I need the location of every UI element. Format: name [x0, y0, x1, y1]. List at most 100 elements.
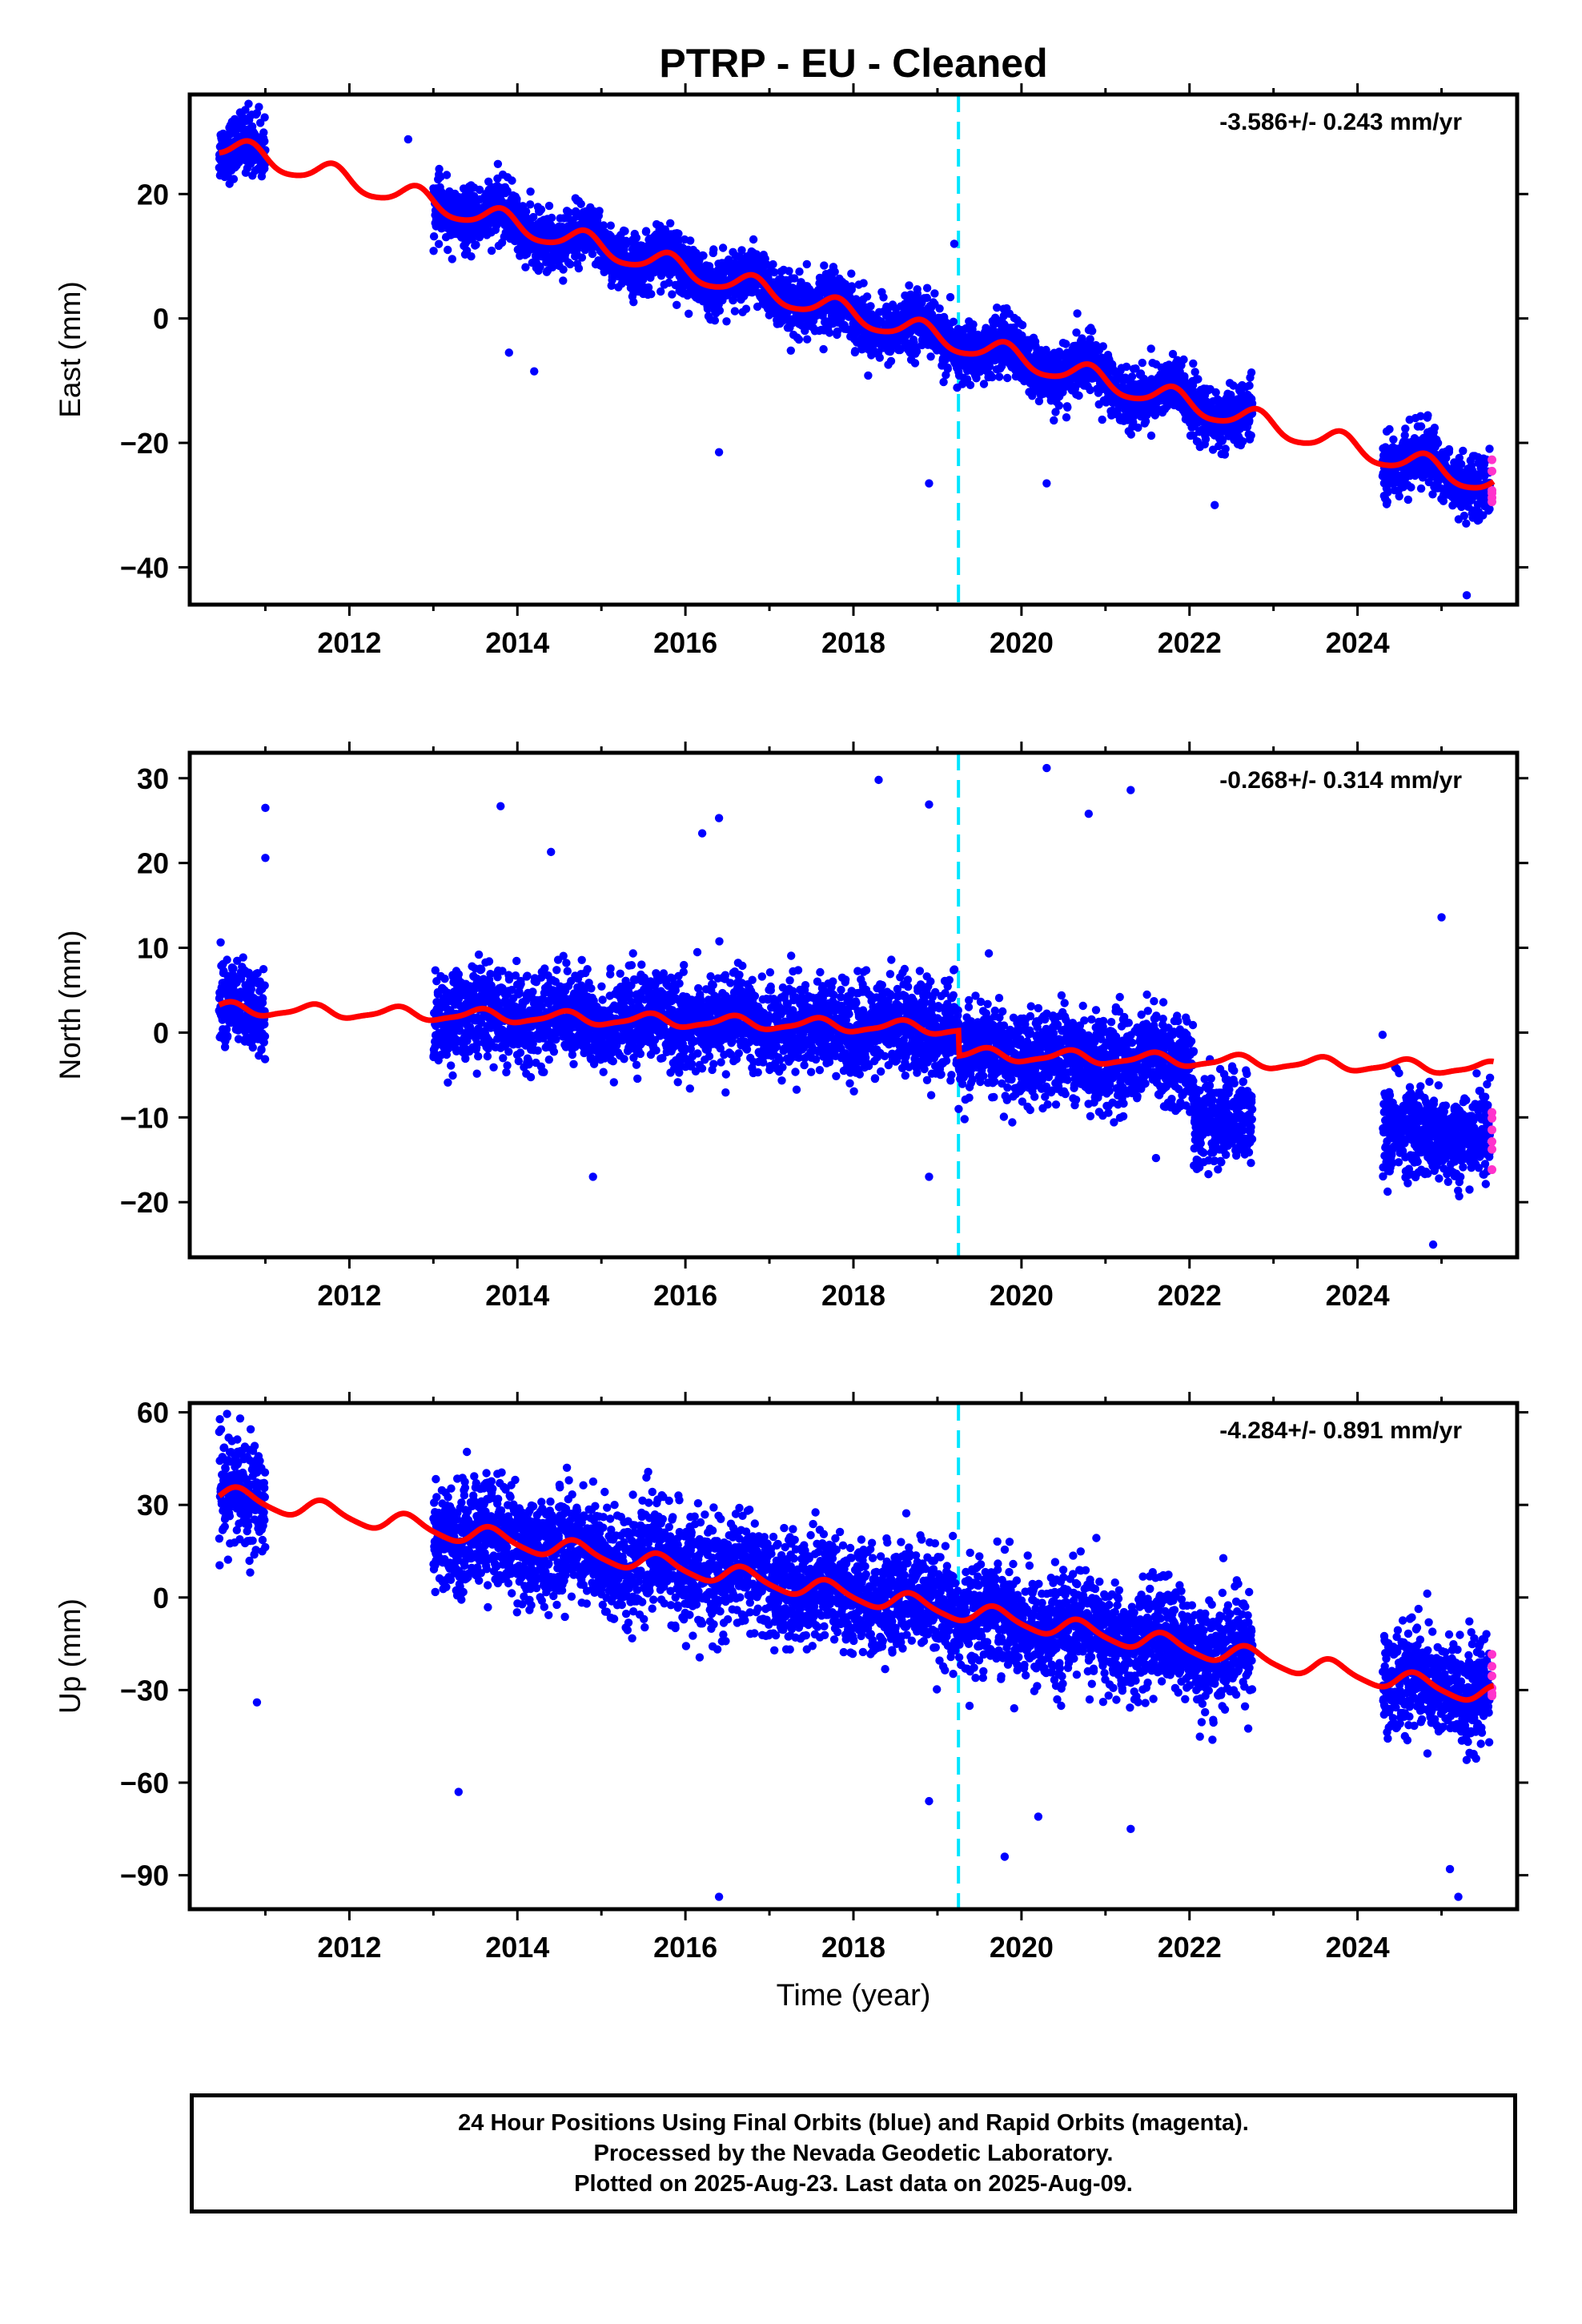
final-orbit-point: [463, 246, 472, 255]
final-orbit-point: [434, 239, 444, 248]
final-orbit-point: [969, 320, 978, 329]
final-orbit-point: [1444, 444, 1454, 454]
final-orbit-point: [674, 229, 683, 238]
final-orbit-point: [656, 287, 665, 296]
final-orbit-point: [710, 316, 720, 325]
final-orbit-point: [1050, 416, 1058, 425]
final-orbit-point: [588, 249, 597, 259]
final-orbit-point: [559, 265, 568, 274]
final-orbit-point: [1430, 424, 1439, 432]
final-orbit-point: [577, 253, 587, 262]
final-orbit-point: [632, 233, 641, 243]
y-tick-label: −40: [120, 551, 169, 584]
outlier-point: [1211, 501, 1219, 509]
outlier-point: [244, 99, 253, 108]
final-orbit-point: [864, 371, 873, 380]
model-curve: [219, 138, 1496, 491]
final-orbit-point: [467, 252, 476, 261]
final-orbit-point: [536, 205, 546, 214]
final-orbit-point: [547, 213, 556, 223]
final-orbit-point: [1485, 444, 1494, 453]
final-orbit-point: [475, 185, 484, 195]
x-tick-label: 2012: [317, 626, 381, 659]
final-orbit-point: [886, 356, 896, 366]
final-orbit-point: [1389, 435, 1398, 444]
final-orbit-point: [1189, 359, 1198, 368]
final-orbit-point: [1074, 391, 1083, 400]
final-orbit-point: [564, 208, 574, 217]
final-orbit-point: [1407, 483, 1415, 492]
final-orbit-point: [1383, 497, 1392, 506]
final-orbit-point: [1098, 342, 1108, 351]
final-orbit-point: [606, 221, 615, 230]
final-orbit-point: [946, 292, 955, 302]
final-orbit-point: [686, 236, 695, 245]
final-orbit-point: [472, 240, 480, 249]
final-orbit-point: [470, 191, 479, 201]
final-orbit-point: [644, 283, 653, 292]
final-orbit-point: [521, 263, 530, 271]
final-orbit-point: [559, 276, 568, 285]
final-orbit-point: [641, 227, 651, 235]
final-orbit-point: [1459, 446, 1468, 456]
x-tick-label: 2016: [653, 626, 717, 659]
x-tick-label: 2020: [990, 626, 1054, 659]
final-orbit-point: [429, 247, 438, 255]
final-orbit-point: [508, 176, 516, 185]
final-orbit-point: [1423, 411, 1432, 420]
final-orbit-point: [1245, 381, 1254, 390]
final-orbit-point: [790, 274, 799, 283]
final-orbit-point: [503, 187, 512, 195]
outlier-point: [404, 135, 413, 144]
final-orbit-point: [930, 289, 939, 298]
final-orbit-point: [260, 113, 269, 122]
final-orbit-point: [1239, 437, 1247, 446]
outlier-point: [714, 448, 724, 456]
final-orbit-point: [442, 171, 452, 179]
final-orbit-point: [795, 267, 804, 276]
chart-title: PTRP - EU - Cleaned: [659, 41, 1047, 86]
outlier-point: [530, 367, 539, 376]
final-orbit-point: [595, 207, 604, 215]
final-orbit-point: [1416, 422, 1426, 431]
final-orbit-point: [1138, 358, 1147, 368]
final-orbit-point: [1460, 511, 1469, 521]
final-orbit-point: [939, 377, 948, 387]
final-orbit-point: [1126, 430, 1136, 439]
final-orbit-point: [803, 335, 812, 344]
final-orbit-points: [215, 99, 1497, 600]
final-orbit-point: [1062, 413, 1071, 422]
final-orbit-point: [1179, 355, 1188, 364]
final-orbit-point: [1191, 368, 1199, 376]
final-orbit-point: [1403, 495, 1413, 505]
final-orbit-point: [741, 304, 751, 313]
final-orbit-point: [666, 219, 675, 227]
final-orbit-point: [1194, 375, 1203, 384]
final-orbit-point: [910, 359, 920, 368]
final-orbit-point: [448, 255, 456, 263]
velocity-annotation: -3.586+/- 0.243 mm/yr: [1219, 109, 1462, 135]
final-orbit-point: [529, 212, 538, 222]
final-orbit-point: [241, 106, 250, 115]
outlier-point: [925, 479, 934, 488]
final-orbit-point: [785, 267, 793, 275]
final-orbit-point: [722, 317, 731, 326]
final-orbit-point: [435, 164, 444, 174]
final-orbit-point: [1462, 519, 1471, 528]
final-orbit-point: [709, 245, 718, 254]
final-orbit-point: [493, 159, 503, 168]
final-orbit-point: [1073, 309, 1082, 318]
final-orbit-point: [749, 235, 758, 244]
x-tick-label: 2024: [1326, 626, 1390, 659]
final-orbit-point: [536, 263, 544, 271]
final-orbit-point: [544, 201, 554, 211]
final-orbit-point: [1221, 444, 1230, 453]
x-tick-label: 2022: [1158, 626, 1222, 659]
final-orbit-point: [847, 282, 857, 291]
final-orbit-point: [665, 278, 673, 287]
final-orbit-point: [620, 227, 629, 235]
final-orbit-point: [847, 269, 856, 278]
final-orbit-point: [487, 246, 496, 255]
final-orbit-point: [229, 175, 239, 183]
final-orbit-point: [825, 328, 834, 337]
